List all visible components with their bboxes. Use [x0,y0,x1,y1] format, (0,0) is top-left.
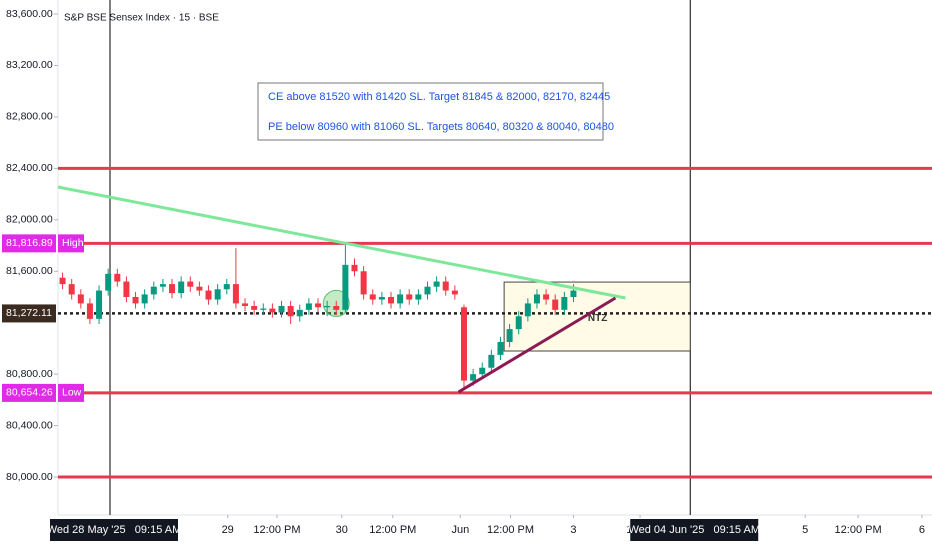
candle-body [342,264,349,310]
candle-body [369,294,376,300]
x-tick-label: Wed 04 Jun '25 09:15 AM [628,524,760,536]
candle-body [451,290,458,295]
x-tick-label: 6 [919,524,925,536]
candle-body [524,303,531,317]
candle-body [442,281,449,291]
price-tag: Low [62,387,82,399]
y-tick-label: 82,800.00 [6,111,53,123]
candle-body [96,290,103,319]
x-tick-label: 29 [222,524,234,536]
candle-body [351,264,358,272]
candle-body [406,294,413,300]
x-tick-label: 12:00 PM [487,524,534,536]
candle-body [515,316,522,330]
price-label: 81,272.11 [6,307,52,319]
candle-body [178,281,185,294]
price-label: 80,654.26 [6,387,53,399]
candle-body [415,294,422,300]
candle-body [387,296,394,304]
price-tag: High [62,237,84,249]
candle-body [460,307,467,381]
candle-body [123,281,130,297]
y-tick-label: 80,000.00 [6,471,53,483]
candle-body [570,290,577,297]
annotation-box [257,82,604,141]
candle-body [59,277,66,285]
trendline [457,296,617,394]
candle-body [561,296,568,310]
candle-body [543,294,550,300]
candle-body [269,308,276,313]
candle-body [287,305,294,317]
candle-body [205,290,212,300]
candle-body [324,305,331,308]
candle-body [552,299,559,310]
candle-body [315,303,322,308]
y-tick-label: 83,600.00 [6,8,53,20]
y-tick-label: 80,800.00 [6,368,53,380]
x-highlight-box [630,519,759,541]
x-tick-label: 12:00 PM [835,524,882,536]
candle-body [141,294,148,304]
y-tick-label: 82,400.00 [6,162,53,174]
candle-body [488,354,495,368]
zone-label: NTZ [588,313,607,324]
price-label: 81,816.89 [6,237,53,249]
candle-body [424,286,431,295]
candle-body [296,309,303,317]
candle-body [232,284,239,304]
trendline [57,185,626,300]
candle-body [242,303,249,306]
candle-body [68,284,75,295]
chart-title: S&P BSE Sensex Index · 15 · BSE [64,13,219,24]
candle-body [397,294,404,304]
x-tick-label: 12:00 PM [253,524,300,536]
candle-body [506,329,513,343]
candle-body [150,286,157,295]
candle-body [77,294,84,304]
candle-body [260,308,267,310]
candle-body [223,284,230,290]
candle-body [132,296,139,304]
annotation: PE below 80960 with 81060 SL. Targets 80… [268,121,614,133]
candle-body [187,281,194,287]
candle-body [333,305,340,310]
candle-body [497,342,504,355]
candle-body [105,273,112,291]
candle-body [305,303,312,310]
candle-body [470,374,477,381]
price-tag-box [58,383,84,402]
candle-body [214,289,221,300]
y-tick-label: 80,400.00 [6,419,53,431]
x-tick-label: 5 [802,524,808,536]
x-tick-label: 30 [336,524,348,536]
x-tick-label: Wed 28 May '25 09:15 AM [47,524,182,536]
price-label-box [2,234,56,253]
x-tick-label: 12:00 PM [369,524,416,536]
candle-body [433,281,440,287]
annotation: CE above 81520 with 81420 SL. Target 818… [268,91,610,103]
candle-body [360,271,367,295]
candle-body [533,294,540,304]
candle-body [169,284,176,294]
y-tick-label: 83,200.00 [6,59,53,71]
x-tick-label: 3 [570,524,576,536]
candle-body [278,305,285,313]
price-label-box [2,383,56,402]
price-label-box [2,304,56,323]
y-tick-label: 81,600.00 [6,265,53,277]
price-tag-box [58,234,84,253]
candle-body [114,273,121,282]
candle-body [251,305,258,310]
x-highlight-box [50,519,179,541]
x-tick-label: Jun [451,524,469,536]
y-tick-label: 82,000.00 [6,214,53,226]
candle-body [196,286,203,291]
candle-body [86,303,93,319]
candle-body [159,284,166,287]
candle-body [479,367,486,375]
candle-body [378,296,385,300]
